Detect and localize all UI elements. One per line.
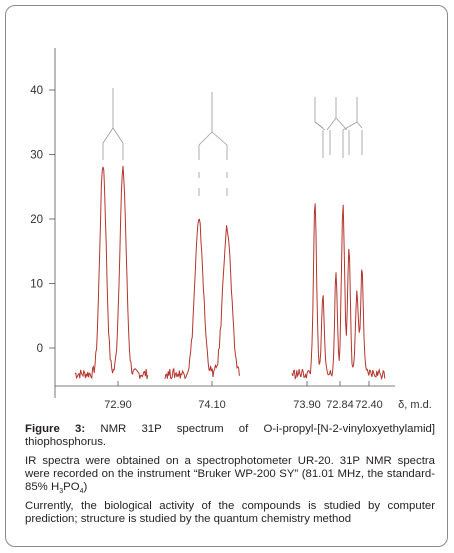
ir-text: IR spectra were obtained on a spectropho… [25, 455, 435, 493]
trace-group-1 [74, 165, 149, 380]
figure-caption-text: Figure 3: NMR 31P spectrum of O-i-propyl… [25, 423, 435, 449]
mult1-right [112, 127, 124, 144]
multiplet-lines [102, 88, 363, 196]
x-tick-label-0: 72.90 [104, 399, 132, 411]
figure-caption: Figure 3: NMR 31P spectrum of O-i-propyl… [25, 423, 435, 526]
y-tick-label-30: 30 [30, 150, 43, 162]
mult1-left [102, 127, 114, 144]
mult3-b2 [335, 117, 348, 131]
mult2-left [198, 131, 213, 146]
mult3-c2 [356, 121, 363, 129]
figure-frame [5, 5, 448, 547]
ir-paragraph: IR spectra were obtained on a spectropho… [25, 455, 435, 495]
figure-title: NMR 31P spectrum of O-i-propyl-[N-2-viny… [25, 423, 435, 448]
x-tick-label-3: 72.84 [326, 399, 354, 411]
x-tick-label-2: 73.90 [293, 399, 321, 411]
spectrum-traces [74, 165, 386, 381]
y-axis: 0 10 20 30 40 [30, 48, 56, 398]
y-tick-label-0: 0 [37, 343, 43, 355]
subscript-4: 4 [79, 488, 84, 495]
figure-label: Figure 3: [25, 423, 86, 435]
subscript-3: 3 [59, 488, 64, 495]
trace-group-2 [164, 218, 240, 380]
mult3-b1 [326, 117, 337, 131]
trace-group-3 [291, 203, 386, 381]
ir-close: ) [83, 481, 88, 493]
y-tick-label-40: 40 [30, 85, 43, 97]
x-tick-label-1: 74.10 [198, 399, 226, 411]
ir-po: PO [63, 481, 80, 493]
x-tick-label-4: 72.40 [355, 399, 383, 411]
y-tick-label-20: 20 [30, 214, 43, 226]
x-axis-label: δ, m.d. [398, 399, 432, 411]
mult3-a2 [314, 121, 324, 129]
mult2-right [211, 131, 228, 146]
mult3-c1 [342, 121, 358, 131]
nmr-spectrum-chart: 0 10 20 30 40 72.90 74.10 73.90 72.84 72.40 δ, m.… [30, 48, 432, 411]
bio-paragraph: Currently, the biological activity of th… [25, 500, 435, 525]
y-tick-label-10: 10 [30, 279, 43, 291]
x-axis: 72.90 74.10 73.90 72.84 72.40 δ, m.d. [55, 381, 432, 411]
